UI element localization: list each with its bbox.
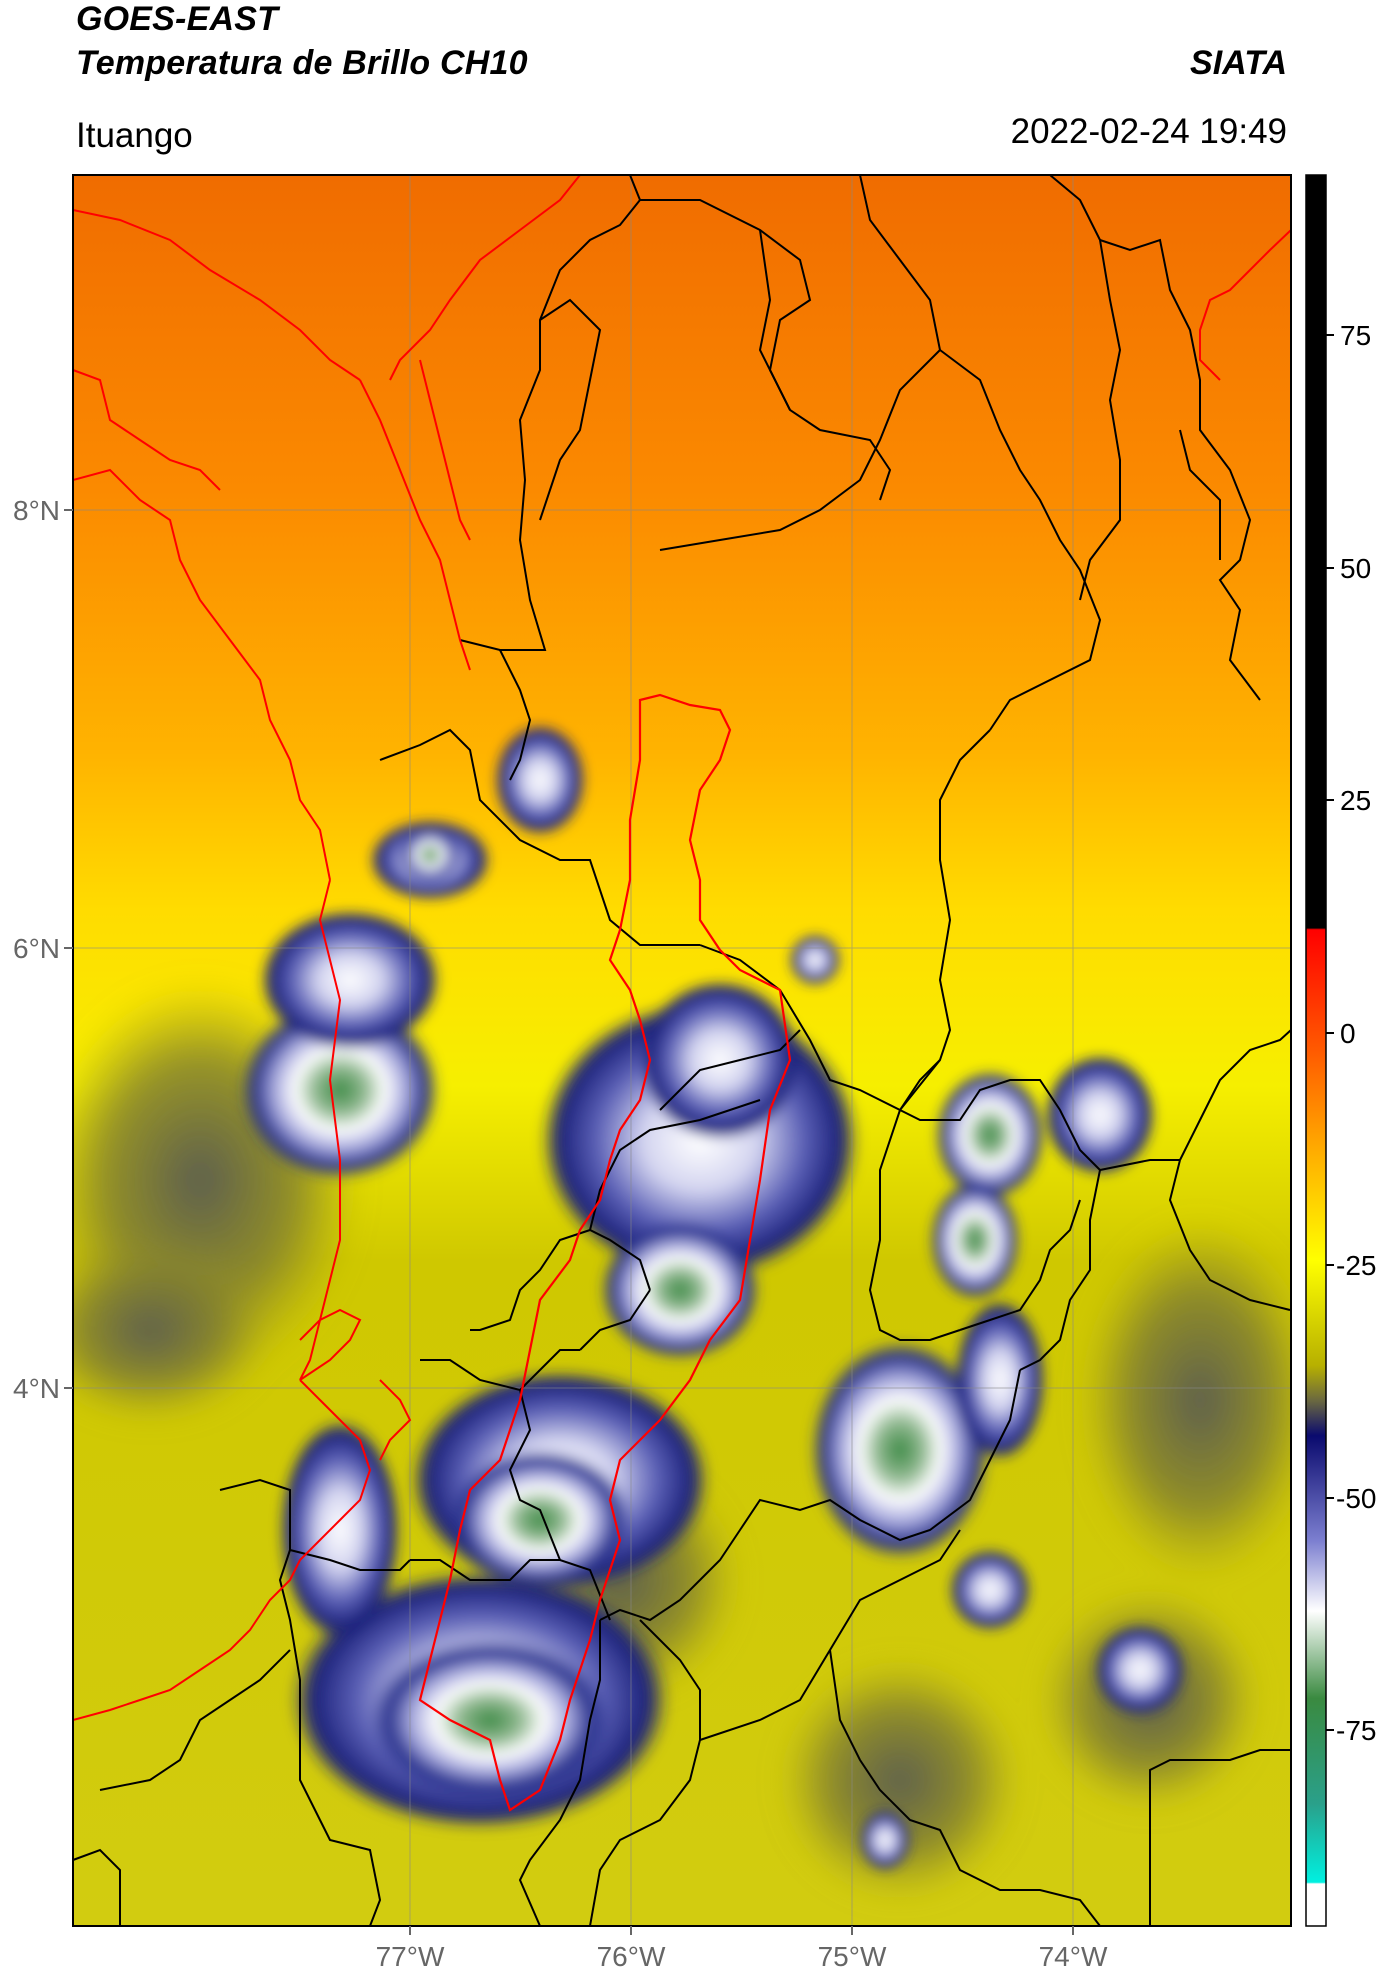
colorbar-scale (1305, 174, 1327, 1927)
map-panel (73, 175, 1291, 1926)
lon-label-76w: 76°W (597, 1941, 666, 1972)
lon-label-75w: 75°W (818, 1941, 887, 1972)
colorbar-label-neg75: -75 (1336, 1715, 1376, 1746)
brand-label: SIATA (1190, 44, 1287, 82)
lat-label-8n: 8°N (13, 495, 60, 526)
lon-label-77w: 77°W (376, 1941, 445, 1972)
colorbar-label-neg50: -50 (1336, 1483, 1376, 1514)
datetime-label: 2022-02-24 19:49 (1010, 112, 1287, 151)
colorbar-label-75: 75 (1340, 320, 1371, 351)
department-borders (73, 175, 1291, 1926)
graticule (73, 175, 1291, 1926)
lon-tick-marks (409, 1926, 1074, 1935)
product-title: Temperatura de Brillo CH10 (76, 44, 528, 82)
region-label: Ituango (76, 116, 193, 155)
coastline (73, 175, 1291, 1721)
satellite-title: GOES-EAST (76, 0, 279, 38)
colorbar-label-neg25: -25 (1336, 1250, 1376, 1281)
colorbar-label-25: 25 (1340, 785, 1371, 816)
map-frame (72, 174, 1292, 1927)
lon-label-74w: 74°W (1039, 1941, 1108, 1972)
colorbar-label-0: 0 (1340, 1018, 1356, 1049)
colorbar: 75 50 25 0 -25 -50 -75 (1305, 174, 1376, 1927)
colorbar-tick-marks (1326, 334, 1334, 1731)
lat-tick-marks (64, 509, 73, 1389)
colorbar-label-50: 50 (1340, 553, 1371, 584)
basin-boundary (418, 693, 792, 1812)
lat-label-4n: 4°N (13, 1373, 60, 1404)
convective-storms (240, 725, 1185, 1870)
lat-label-6n: 6°N (13, 933, 60, 964)
